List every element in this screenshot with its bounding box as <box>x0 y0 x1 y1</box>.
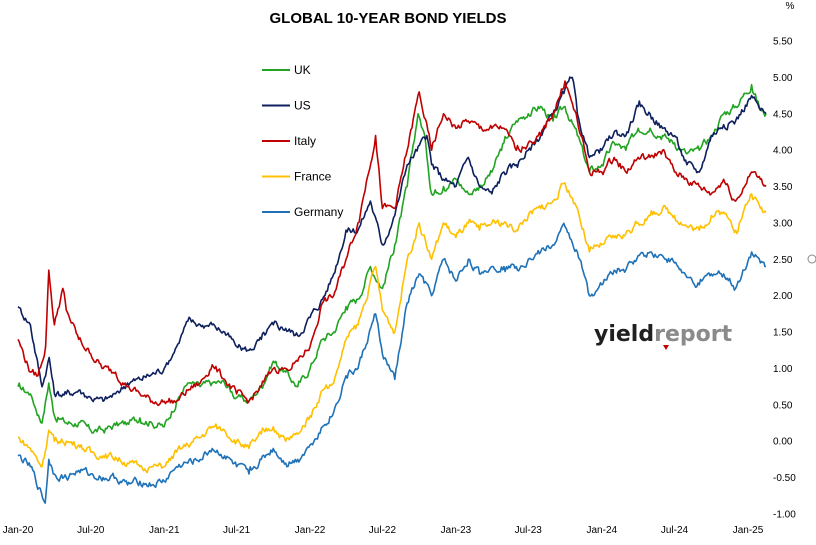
watermark-mark <box>663 345 669 350</box>
x-tick-label: Jul-24 <box>661 525 689 536</box>
series-line-uk <box>17 83 767 434</box>
y-tick-label: 4.50 <box>773 109 793 120</box>
series-line-italy <box>17 80 767 407</box>
x-tick-label: Jul-20 <box>77 525 105 536</box>
series-line-us <box>17 76 767 403</box>
y-tick-label: -0.50 <box>773 473 796 484</box>
scroll-handle-icon[interactable] <box>807 254 816 264</box>
svg-text:yieldreport: yieldreport <box>594 322 733 347</box>
x-axis: Jan-20 Jul-20 Jan-21 Jul-21 Jan-22 Jul-22 Jan-… <box>3 525 764 536</box>
x-tick-label: Jul-23 <box>515 525 543 536</box>
x-tick-label: Jan-21 <box>149 525 180 536</box>
watermark-part2: report <box>654 322 732 347</box>
watermark-logo: yieldreport <box>594 322 733 350</box>
x-tick-label: Jan-22 <box>295 525 326 536</box>
y-tick-label: 1.00 <box>773 364 793 375</box>
watermark-part1: yield <box>594 322 654 347</box>
legend-label: UK <box>294 63 311 77</box>
y-tick-label: 2.00 <box>773 291 793 302</box>
y-axis: 5.50 5.00 4.50 4.00 3.50 3.00 2.50 2.00 1.50 1.00… <box>773 37 796 521</box>
plot-area <box>17 76 767 504</box>
legend-label: Germany <box>294 205 343 219</box>
y-tick-label: -1.00 <box>773 510 796 521</box>
chart-title: GLOBAL 10-YEAR BOND YIELDS <box>270 10 507 27</box>
y-tick-label: 4.00 <box>773 146 793 157</box>
legend-label: France <box>294 170 332 184</box>
y-tick-label: 0.50 <box>773 400 793 411</box>
legend-label: Italy <box>294 134 316 148</box>
series-line-france <box>17 182 767 474</box>
legend: UK US Italy France Germany <box>262 63 343 219</box>
x-tick-label: Jan-24 <box>586 525 617 536</box>
legend-label: US <box>294 99 311 113</box>
x-tick-label: Jul-21 <box>223 525 251 536</box>
y-tick-label: 1.50 <box>773 328 793 339</box>
y-unit-label: % <box>786 1 795 12</box>
x-tick-label: Jan-25 <box>733 525 764 536</box>
y-tick-label: 3.00 <box>773 218 793 229</box>
y-tick-label: 5.00 <box>773 73 793 84</box>
x-tick-label: Jan-20 <box>3 525 34 536</box>
y-tick-label: 3.50 <box>773 182 793 193</box>
y-tick-label: 2.50 <box>773 255 793 266</box>
y-tick-label: 5.50 <box>773 37 793 48</box>
x-tick-label: Jan-23 <box>441 525 472 536</box>
x-tick-label: Jul-22 <box>369 525 397 536</box>
y-tick-label: 0.00 <box>773 437 793 448</box>
series-line-germany <box>17 222 767 504</box>
